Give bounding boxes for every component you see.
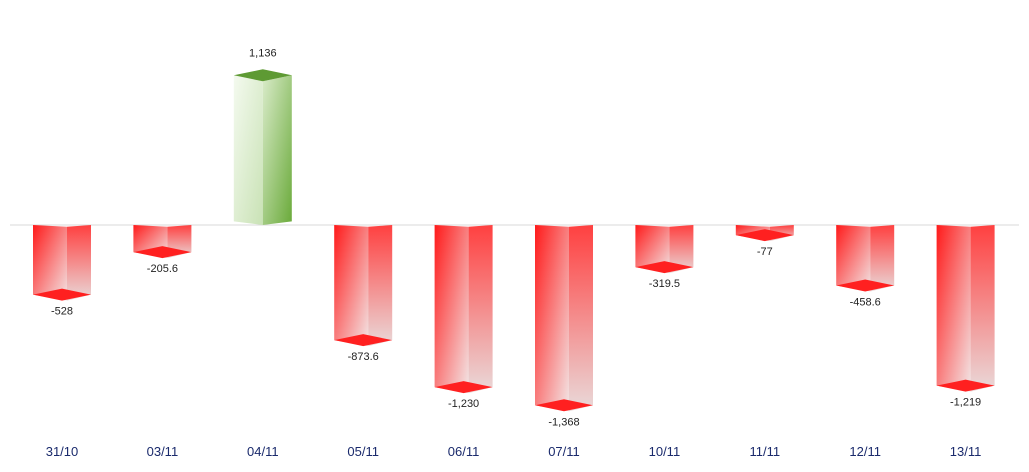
bar-front-face <box>535 225 569 412</box>
bar-bottom-cap <box>936 379 995 392</box>
bar-front-face <box>836 225 871 292</box>
bar-front-face <box>936 225 971 392</box>
bars-group <box>33 69 995 412</box>
x-tick-label: 13/11 <box>950 444 982 459</box>
value-label: -205.6 <box>147 263 178 275</box>
bar-06/11 <box>434 225 493 394</box>
x-tick-label: 10/11 <box>649 444 681 459</box>
value-label: -873.6 <box>348 351 379 363</box>
bar-front-face <box>635 225 670 274</box>
x-tick-label: 06/11 <box>448 444 480 459</box>
bar-bottom-cap <box>735 229 794 242</box>
x-tick-label: 05/11 <box>347 444 379 459</box>
x-axis-labels: 31/10 03/11 04/11 05/11 06/11 07/11 10/11 11/11… <box>46 444 982 459</box>
bar-31/10 <box>33 225 91 301</box>
value-label: -319.5 <box>649 278 680 290</box>
x-tick-label: 31/10 <box>46 444 79 459</box>
bar-front-face <box>33 225 67 301</box>
bar-side-face <box>970 225 995 392</box>
value-label: -1,219 <box>950 397 981 409</box>
bar-side-face <box>569 225 593 412</box>
bar-bottom-cap <box>33 288 91 301</box>
bar-side-face <box>870 225 895 292</box>
x-tick-label: 03/11 <box>147 444 179 459</box>
bar-05/11 <box>334 225 393 347</box>
value-label: -1,368 <box>548 416 579 428</box>
bar-side-face <box>262 75 292 225</box>
bar-10/11 <box>635 225 694 274</box>
bar-13/11 <box>936 225 995 392</box>
value-labels-group: -528 -205.6 1,136 -873.6 -1,230 -1,368 -319.5 -… <box>51 47 981 428</box>
x-tick-label: 07/11 <box>548 444 580 459</box>
bar-side-face <box>368 225 393 347</box>
value-label: -458.6 <box>850 296 881 308</box>
bar-bottom-cap <box>334 334 393 347</box>
bar-side-face <box>67 225 91 301</box>
value-label: -1,230 <box>448 398 479 410</box>
value-label: 1,136 <box>249 47 277 59</box>
x-tick-label: 11/11 <box>749 444 780 459</box>
bar-04/11 <box>233 69 292 225</box>
bar-bottom-cap <box>635 261 694 274</box>
bar-07/11 <box>535 225 593 412</box>
value-label: -77 <box>757 246 773 258</box>
bar-bottom-cap <box>133 246 192 259</box>
x-tick-label: 04/11 <box>247 444 279 459</box>
bar-top-cap <box>233 69 292 82</box>
x-tick-label: 12/11 <box>849 444 881 459</box>
bar-bottom-cap <box>836 279 895 292</box>
bar-12/11 <box>836 225 895 292</box>
value-label: -528 <box>51 306 73 318</box>
bar-bottom-cap <box>434 381 493 394</box>
bar-bottom-cap <box>535 399 593 412</box>
bar-front-face <box>334 225 369 347</box>
bar-11/11 <box>735 225 794 242</box>
bar-03/11 <box>133 225 192 259</box>
bar-front-face <box>434 225 469 394</box>
bar-front-face <box>233 75 263 225</box>
bar-side-face <box>669 225 694 274</box>
bar-side-face <box>468 225 493 394</box>
